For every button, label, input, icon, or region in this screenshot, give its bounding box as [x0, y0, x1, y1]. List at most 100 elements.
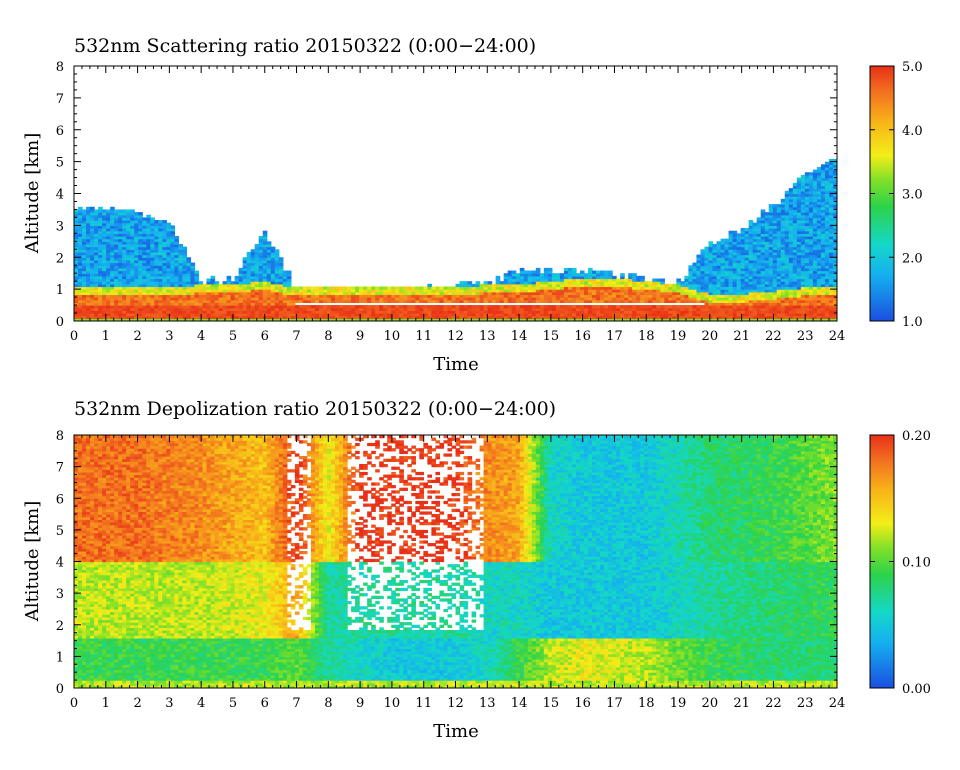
heatmap-cell [752, 302, 758, 306]
heatmap-cell [716, 307, 722, 311]
heatmap-cell [331, 307, 336, 311]
heatmap-cell [780, 270, 786, 274]
heatmap-cell [788, 297, 794, 301]
heatmap-cell [824, 278, 830, 282]
heatmap-cell [487, 294, 493, 298]
heatmap-cell [832, 246, 837, 250]
heatmap-cell [804, 273, 810, 277]
heatmap-cell [808, 259, 814, 264]
heatmap-cell [174, 246, 180, 250]
heatmap-cell [170, 241, 175, 245]
heatmap-cell [539, 315, 545, 319]
heatmap-cell [596, 286, 601, 290]
heatmap-cell [130, 225, 135, 229]
heatmap-cell [776, 238, 782, 242]
heatmap-cell [744, 307, 750, 311]
heatmap-cell [704, 275, 710, 280]
heatmap-cell [752, 225, 758, 229]
heatmap-cell [198, 286, 204, 290]
heatmap-cell [90, 291, 95, 296]
heatmap-cell [816, 238, 822, 242]
heatmap-cell [748, 270, 754, 274]
heatmap-cell [820, 196, 826, 200]
heatmap-cell [363, 310, 368, 314]
heatmap-cell [688, 283, 694, 288]
heatmap-cell [335, 294, 340, 298]
heatmap-cell [134, 236, 139, 240]
heatmap-cell [499, 299, 505, 304]
heatmap-cell [543, 305, 549, 309]
heatmap-cell [624, 291, 629, 296]
heatmap-cell [772, 273, 778, 277]
heatmap-cell [343, 305, 348, 309]
heatmap-cell [290, 313, 296, 317]
heatmap-cell [270, 249, 276, 253]
heatmap-cell [515, 299, 521, 304]
heatmap-cell [74, 214, 79, 219]
heatmap-cell [114, 233, 119, 237]
heatmap-cell [660, 305, 665, 309]
heatmap-cell [624, 310, 629, 314]
heatmap-cell [206, 297, 212, 301]
heatmap-cell [74, 630, 79, 634]
heatmap-cell [796, 243, 802, 248]
heatmap-cell [571, 291, 577, 296]
heatmap-cell [286, 275, 292, 280]
heatmap-cell [194, 294, 200, 298]
heatmap-cell [696, 262, 702, 266]
heatmap-cell [700, 310, 706, 314]
heatmap-cell [800, 182, 806, 187]
heatmap-cell [102, 297, 107, 301]
heatmap-cell [800, 289, 806, 293]
heatmap-cell [824, 302, 830, 306]
heatmap-cell [182, 318, 188, 321]
heatmap-cell [154, 289, 159, 293]
heatmap-cell [150, 310, 155, 314]
heatmap-cell [98, 318, 103, 321]
heatmap-cell [174, 254, 180, 258]
heatmap-cell [170, 310, 175, 314]
heatmap-cell [780, 278, 786, 282]
heatmap-cell [668, 283, 673, 288]
heatmap-cell [242, 259, 248, 264]
heatmap-cell [371, 305, 376, 309]
heatmap-cell [696, 289, 702, 293]
heatmap-cell [326, 315, 332, 319]
heatmap-cell [439, 315, 445, 319]
heatmap-cell [724, 281, 730, 285]
heatmap-cell [158, 305, 163, 309]
heatmap-cell [154, 262, 159, 266]
heatmap-cell [262, 310, 268, 314]
heatmap-cell [796, 265, 802, 269]
heatmap-cell [242, 297, 248, 301]
heatmap-cell [218, 294, 224, 298]
heatmap-cell [515, 289, 521, 293]
heatmap-cell [102, 262, 107, 266]
heatmap-cell [126, 262, 131, 266]
heatmap-cell [712, 289, 718, 293]
heatmap-cell [174, 318, 180, 321]
heatmap-cell [804, 254, 810, 258]
heatmap-cell [122, 307, 127, 311]
heatmap-cell [772, 222, 778, 226]
heatmap-cell [78, 238, 83, 242]
heatmap-cell [752, 270, 758, 274]
heatmap-cell [202, 283, 208, 288]
heatmap-cell [511, 305, 517, 309]
heatmap-cell [571, 286, 577, 290]
heatmap-cell [788, 251, 794, 256]
heatmap-cell [680, 305, 685, 309]
heatmap-cell [114, 238, 119, 242]
heatmap-cell [812, 305, 818, 309]
heatmap-cell [547, 278, 553, 282]
heatmap-cell [106, 212, 111, 216]
heatmap-cell [82, 251, 87, 256]
heatmap-cell [820, 254, 826, 258]
heatmap-cell [150, 305, 155, 309]
heatmap-cell [411, 307, 416, 311]
heatmap-cell [712, 254, 718, 258]
heatmap-cell [270, 246, 276, 250]
heatmap-cell [387, 318, 392, 321]
heatmap-cell [158, 270, 163, 274]
heatmap-cell [447, 291, 453, 296]
